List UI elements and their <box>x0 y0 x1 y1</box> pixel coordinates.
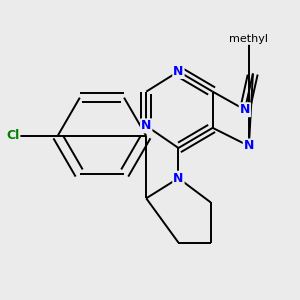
Text: Cl: Cl <box>6 129 20 142</box>
Text: N: N <box>240 103 250 116</box>
Text: N: N <box>173 172 184 185</box>
Text: N: N <box>141 119 152 132</box>
Text: methyl: methyl <box>0 299 1 300</box>
Text: methyl: methyl <box>0 299 1 300</box>
Text: N: N <box>244 140 254 152</box>
Text: methyl: methyl <box>230 34 268 44</box>
Text: methyl: methyl <box>0 299 1 300</box>
Text: N: N <box>173 65 184 78</box>
